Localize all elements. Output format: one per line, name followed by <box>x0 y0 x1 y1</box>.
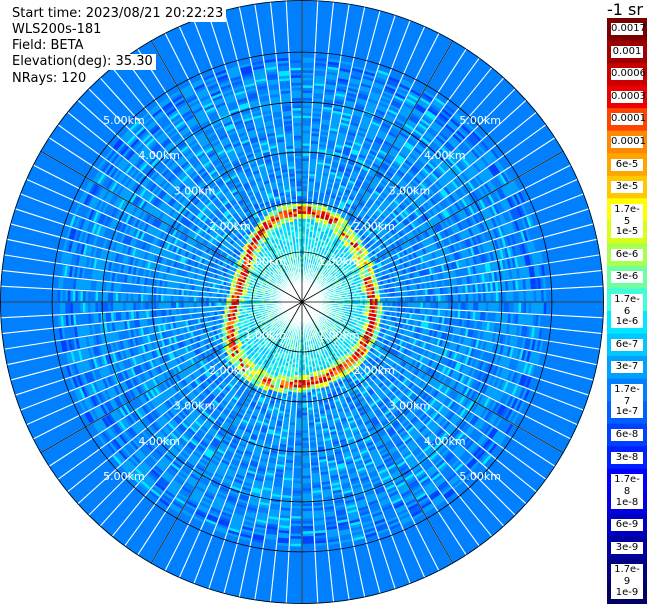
colorbar-tick-label: 1.7e-6 <box>611 293 643 318</box>
colorbar-tick-label: 6e-8 <box>611 428 643 441</box>
colorbar-tick-label: 6e-6 <box>611 248 643 261</box>
colorbar-tick-label: 1.7e-9 <box>611 564 643 589</box>
range-label: 5.00km <box>459 114 501 127</box>
colorbar-tick-label: 1e-7 <box>611 406 643 419</box>
range-label: 1.00km <box>244 255 286 268</box>
range-label: 3.00km <box>174 399 216 412</box>
instrument-name: WLS200s-181 <box>12 22 105 38</box>
range-label: 2.00km <box>209 364 251 377</box>
azimuth-spoke <box>301 301 454 564</box>
azimuth-spoke <box>301 301 564 454</box>
colorbar-tick-label: 0.0001 <box>611 135 646 148</box>
range-label: 2.00km <box>353 364 395 377</box>
colorbar-tick-label: 3e-6 <box>611 271 643 284</box>
range-label: 5.00km <box>103 114 145 127</box>
range-label: 1.00km <box>244 329 286 342</box>
colorbar-tick-label: 1e-8 <box>611 496 643 509</box>
ppi-plot: 1.00km 1.00km 1.00km 1.00km 2.00km 2.00km 2.00… <box>0 0 604 604</box>
range-label: 5.00km <box>103 470 145 483</box>
range-label: 1.00km <box>318 255 360 268</box>
elevation: Elevation(deg): 35.30 <box>12 54 156 70</box>
colorbar-tick-label: 3e-9 <box>611 541 643 554</box>
colorbar-tick-label: 1.7e-5 <box>611 203 643 228</box>
azimuth-spoke <box>150 40 303 303</box>
range-label: 2.00km <box>209 220 251 233</box>
range-label: 1.00km <box>318 329 360 342</box>
range-label: 4.00km <box>424 435 466 448</box>
colorbar-tick-label: 1e-9 <box>611 586 643 599</box>
field-name: Field: BETA <box>12 38 87 54</box>
colorbar-tick-label: 1e-6 <box>611 316 643 329</box>
azimuth-spoke <box>40 301 303 454</box>
colorbar-tick-label: 0.001 <box>611 45 643 58</box>
colorbar-tick-label: 0.00017 <box>611 113 647 126</box>
colorbar-tick-label: 3e-5 <box>611 181 643 194</box>
colorbar-tick-label: 6e-7 <box>611 338 643 351</box>
nrays: NRays: 120 <box>12 71 90 87</box>
range-label: 3.00km <box>389 185 431 198</box>
colorbar-tick-label: 6e-5 <box>611 158 643 171</box>
range-label: 4.00km <box>138 149 180 162</box>
colorbar-tick-label: 0.0017 <box>611 23 646 36</box>
range-label: 4.00km <box>138 435 180 448</box>
colorbar-tick-label: 3e-7 <box>611 361 643 374</box>
colorbar-tick-label: 1.7e-7 <box>611 383 643 408</box>
azimuth-spoke <box>301 40 454 303</box>
colorbar-tick-label: 0.0003 <box>611 90 646 103</box>
azimuth-spoke <box>301 150 564 303</box>
range-label: 4.00km <box>424 149 466 162</box>
colorbar-tick-label: 3e-8 <box>611 451 643 464</box>
azimuth-spoke <box>150 301 303 564</box>
range-label: 3.00km <box>389 399 431 412</box>
colorbar-tick-label: 6e-9 <box>611 519 643 532</box>
colorbar-unit: -1 sr <box>607 0 643 19</box>
range-label: 2.00km <box>353 220 395 233</box>
colorbar-tick-label: 1.7e-8 <box>611 474 643 499</box>
range-label: 3.00km <box>174 185 216 198</box>
colorbar-tick-label: 1e-5 <box>611 226 643 239</box>
start-time: Start time: 2023/08/21 20:22:23 <box>12 6 227 22</box>
azimuth-spoke <box>40 150 303 303</box>
range-label: 5.00km <box>459 470 501 483</box>
colorbar-tick-label: 0.0006 <box>611 68 646 81</box>
